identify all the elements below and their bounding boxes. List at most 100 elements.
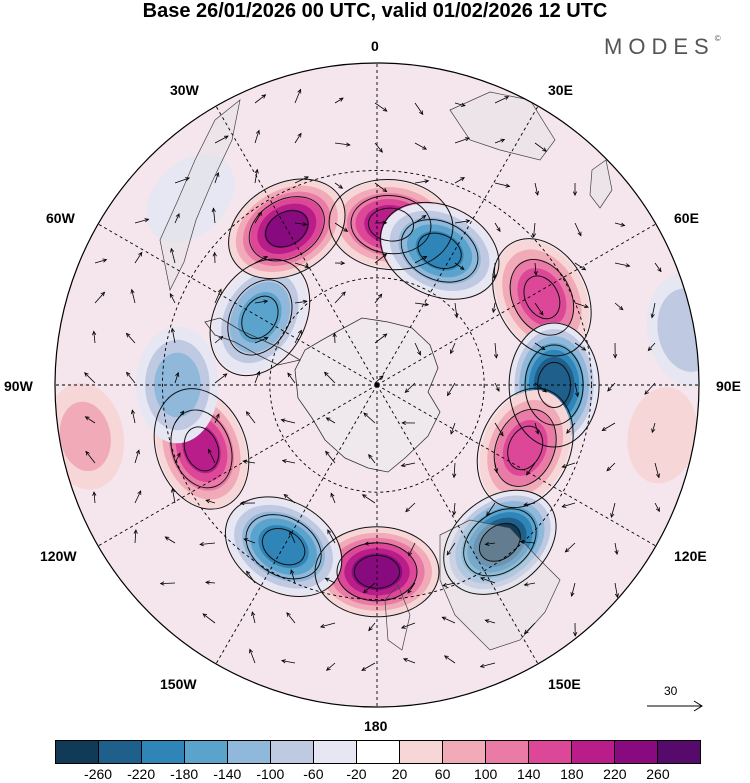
colorbar-cell-10 <box>486 741 529 763</box>
wind-arrow-13 <box>134 449 140 464</box>
polar-map <box>54 62 700 708</box>
colorbar-cell-13 <box>615 741 658 763</box>
wind-arrow-31 <box>214 288 222 304</box>
wind-arrow-86 <box>374 142 383 153</box>
colorbar-tick-12: 220 <box>603 766 627 782</box>
wind-arrow-161 <box>574 302 589 309</box>
wind-arrow-150 <box>534 342 546 351</box>
wind-arrow-23 <box>174 452 181 464</box>
latitude-circle-0 <box>269 277 485 493</box>
wind-arrow-157 <box>523 622 536 635</box>
wind-arrow-61 <box>294 329 302 344</box>
wind-arrow-109 <box>400 462 416 468</box>
brand-name: MODES <box>604 34 715 59</box>
wind-arrow-131 <box>494 138 506 144</box>
wind-vectors <box>84 88 662 671</box>
wind-arrow-106 <box>414 342 421 356</box>
wind-arrow-11 <box>126 371 136 384</box>
contour-1-1 <box>400 219 479 283</box>
wind-arrow-180 <box>654 262 662 273</box>
wind-arrow-50 <box>239 501 256 506</box>
wind-arrow-24 <box>170 487 176 504</box>
contour-5-1 <box>463 508 537 577</box>
colorbar-cell-12 <box>572 741 615 763</box>
anomaly-14-level-2 <box>59 401 111 472</box>
wind-arrow-43 <box>254 211 262 224</box>
wind-arrow-29 <box>211 207 216 224</box>
contour-8-2 <box>183 426 220 472</box>
wind-arrow-74 <box>334 261 346 266</box>
wind-arrow-83 <box>319 622 336 629</box>
wind-arrow-164 <box>566 422 576 434</box>
wind-arrow-140 <box>486 502 496 517</box>
anomaly-15-level-1 <box>156 164 225 233</box>
wind-arrow-65 <box>283 494 296 504</box>
wind-arrow-14 <box>134 490 142 504</box>
wind-arrow-64 <box>281 459 296 464</box>
wind-arrow-80 <box>330 492 336 504</box>
wind-arrow-96 <box>364 541 376 546</box>
wind-arrow-79 <box>325 450 336 464</box>
wind-arrow-34 <box>214 413 220 424</box>
wind-arrow-17 <box>174 213 180 224</box>
wind-arrow-158 <box>572 183 578 197</box>
lon-label-30w: 30W <box>170 82 199 98</box>
wind-arrow-4 <box>84 416 96 424</box>
wind-arrow-60 <box>294 299 308 304</box>
wind-arrow-52 <box>246 570 256 584</box>
wind-arrow-169 <box>573 622 578 637</box>
wind-arrow-141 <box>484 541 496 546</box>
contour-6-0 <box>314 526 440 618</box>
wind-arrow-67 <box>290 569 296 584</box>
anomaly-4-level-4 <box>504 422 546 474</box>
copyright-mark: © <box>714 34 721 43</box>
wind-arrow-154 <box>523 502 536 507</box>
wind-arrow-181 <box>650 302 656 319</box>
wind-arrow-170 <box>614 222 626 227</box>
wind-arrow-185 <box>654 462 660 479</box>
wind-arrow-42 <box>254 168 259 184</box>
wind-arrow-7 <box>134 218 150 224</box>
wind-arrow-69 <box>280 659 296 664</box>
wind-arrow-152 <box>534 422 540 435</box>
wind-arrow-12 <box>131 409 136 424</box>
wind-arrow-127 <box>442 582 456 587</box>
wind-arrow-16 <box>174 177 190 184</box>
colorbar-tick-7: 20 <box>391 766 408 782</box>
colorbar-cell-6 <box>314 741 357 763</box>
wind-arrow-72 <box>334 182 344 189</box>
wind-arrow-117 <box>454 177 465 184</box>
wind-arrow-186 <box>654 502 660 513</box>
wind-arrow-151 <box>534 382 548 393</box>
wind-arrow-5 <box>85 450 96 464</box>
wind-arrow-53 <box>251 611 256 624</box>
map-border <box>54 62 700 708</box>
wind-arrow-133 <box>494 222 501 233</box>
wind-arrow-90 <box>374 293 383 304</box>
wind-arrow-48 <box>245 411 256 424</box>
wind-arrow-89 <box>374 253 388 264</box>
wind-arrow-111 <box>408 542 416 557</box>
wind-arrow-118 <box>454 219 471 224</box>
lon-label-90w: 90W <box>4 378 33 394</box>
wind-arrow-36 <box>205 499 216 504</box>
wind-arrow-39 <box>202 613 216 624</box>
wind-arrow-66 <box>289 530 296 544</box>
wind-arrow-125 <box>452 502 457 516</box>
wind-arrow-179 <box>614 582 619 599</box>
wind-arrow-121 <box>450 342 456 355</box>
wind-arrow-28 <box>214 172 220 184</box>
wind-arrow-30 <box>212 251 217 264</box>
wind-arrow-166 <box>561 502 576 508</box>
wind-arrow-59 <box>294 262 310 269</box>
wind-arrow-115 <box>454 102 466 107</box>
wind-arrow-108 <box>401 420 416 426</box>
wind-arrow-159 <box>574 222 582 237</box>
wind-arrow-174 <box>607 382 616 392</box>
lon-label-60w: 60W <box>46 210 75 226</box>
wind-arrow-87 <box>374 182 388 193</box>
wind-arrow-33 <box>214 373 228 384</box>
wind-arrow-162 <box>574 342 587 351</box>
wind-arrow-9 <box>130 288 136 304</box>
anomaly-2-level-4 <box>521 272 563 322</box>
